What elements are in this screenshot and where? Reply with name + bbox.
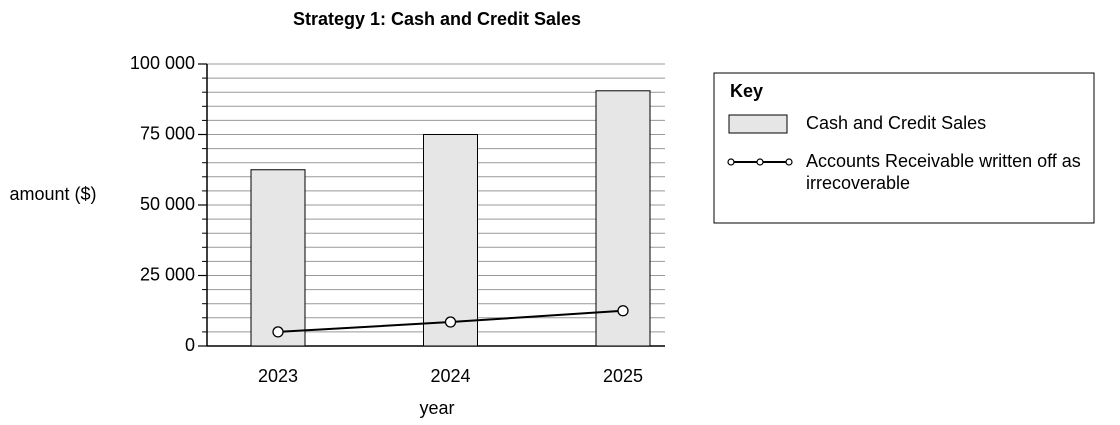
y-tick-label: 50 000 [140,194,195,214]
x-tick-label: 2023 [258,366,298,386]
x-tick-label: 2025 [603,366,643,386]
bar [423,134,478,347]
line-marker [272,326,284,338]
y-tick-label: 0 [185,335,195,355]
bar [595,90,651,347]
bar [250,169,306,347]
y-tick-label: 75 000 [140,123,195,143]
legend-title: Key [730,81,763,101]
chart-title: Strategy 1: Cash and Credit Sales [293,9,581,29]
legend-box [713,72,1095,224]
legend-marker [785,158,793,166]
x-tick-label: 2024 [430,366,470,386]
legend-marker [756,158,764,166]
y-tick-label: 25 000 [140,264,195,284]
y-tick-label: 100 000 [130,53,195,73]
y-axis-label: amount ($) [9,184,97,204]
legend-label: Cash and Credit Sales [806,113,987,133]
line-marker [617,305,629,317]
legend-label: Accounts Receivable written off as irrec… [806,151,1081,193]
line-marker [444,316,457,328]
legend-swatch [728,114,788,134]
x-axis-label: year [419,398,454,418]
legend-marker [727,158,735,166]
